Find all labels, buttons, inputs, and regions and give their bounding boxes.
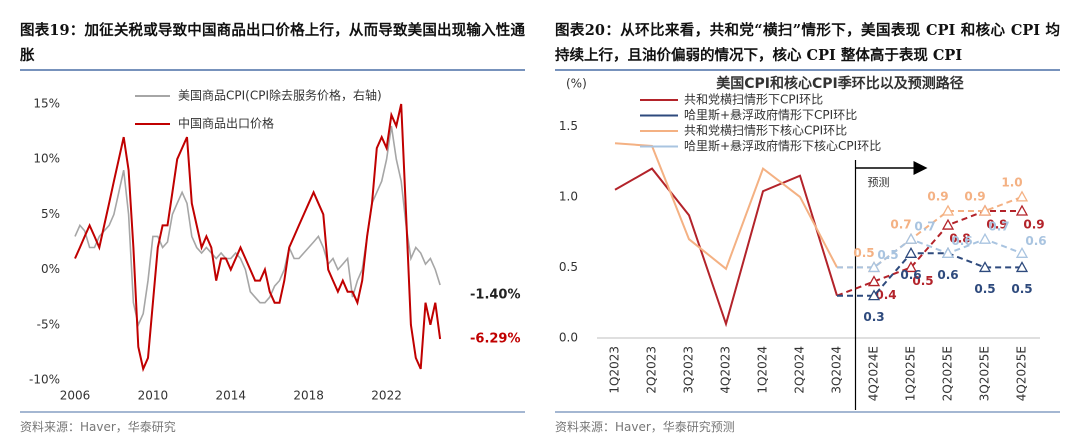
- data-label: 1.0: [1001, 175, 1022, 189]
- data-label: 0.9: [1023, 217, 1044, 231]
- x-tick-label: 2018: [293, 389, 324, 403]
- chart-subtitle: 美国CPI和核心CPI季环比以及预测路径: [716, 75, 964, 92]
- x-tick-label: 2022: [371, 389, 402, 403]
- x-tick-label: 1Q2024: [756, 346, 770, 394]
- x-tick-label: 2010: [138, 389, 169, 403]
- legend-label: 哈里斯+悬浮政府情形下CPI环比: [684, 107, 857, 122]
- data-label: 0.4: [875, 288, 896, 302]
- data-label: 0.7: [890, 218, 911, 232]
- y-tick-label: 0.0: [559, 331, 578, 345]
- data-line: [614, 167, 838, 328]
- data-marker: [867, 275, 881, 287]
- data-marker: [941, 246, 955, 258]
- x-tick-label: 1Q2023: [608, 346, 622, 394]
- data-label: 0.5: [877, 248, 898, 262]
- data-label: 0.7: [988, 220, 1009, 234]
- data-marker: [978, 232, 992, 244]
- data-label: 0.9: [986, 217, 1007, 231]
- x-tick-label: 3Q2025E: [978, 346, 992, 401]
- data-label: 0.5: [912, 274, 933, 288]
- forecast-arrowhead: [913, 161, 928, 175]
- data-marker: [904, 261, 918, 273]
- data-line: [837, 238, 1023, 269]
- end-label: -6.29%: [470, 332, 521, 347]
- data-label: 0.7: [914, 220, 935, 234]
- y-tick-label: 5%: [41, 207, 60, 221]
- data-marker: [904, 232, 918, 244]
- legend-label: 哈里斯+悬浮政府情形下核心CPI环比: [684, 138, 881, 153]
- y-tick-label: -5%: [37, 317, 60, 331]
- y-tick-label: 15%: [33, 96, 60, 110]
- data-marker: [904, 246, 918, 258]
- data-line: [836, 210, 1022, 297]
- legend-label: 中国商品出口价格: [178, 116, 274, 131]
- data-marker: [1015, 246, 1029, 258]
- data-marker: [941, 204, 955, 216]
- x-tick-label: 2Q2024: [793, 346, 807, 394]
- legend-label: 美国商品CPI(CPI除去服务价格，右轴): [178, 88, 382, 103]
- data-marker: [1015, 190, 1029, 202]
- legend-label: 共和党横扫情形下核心CPI环比: [684, 123, 847, 138]
- y-tick-label: 0%: [41, 262, 60, 276]
- data-marker: [978, 261, 992, 273]
- source: 资料来源：Haver，华泰研究预测: [555, 420, 735, 434]
- data-marker: [941, 218, 955, 230]
- data-line: [837, 252, 1022, 297]
- x-tick-label: 2006: [60, 389, 91, 403]
- x-tick-label: 3Q2024: [830, 346, 844, 394]
- y-tick-label: 1.5: [559, 119, 578, 133]
- data-marker: [867, 261, 881, 273]
- data-label: 0.6: [951, 234, 972, 248]
- y-tick-label: 1.0: [559, 189, 578, 203]
- data-label: 0.6: [937, 268, 958, 282]
- data-label: 0.5: [974, 282, 995, 296]
- x-tick-label: 4Q2023: [719, 346, 733, 394]
- x-tick-label: 1Q2025E: [904, 346, 918, 401]
- chart-title: 图表19：加征关税或导致中国商品出口价格上行，从而导致美国出现输入性通胀: [20, 22, 525, 64]
- data-label: 0.9: [927, 189, 948, 203]
- data-label: 0.6: [900, 268, 921, 282]
- x-tick-label: 2Q2025E: [941, 346, 955, 401]
- data-label: 0.9: [964, 189, 985, 203]
- y-axis-label: (%): [566, 77, 587, 91]
- data-label: 0.3: [863, 310, 884, 324]
- data-label: 0.8: [949, 232, 970, 246]
- x-tick-label: 2014: [216, 389, 247, 403]
- data-line: [74, 125, 441, 328]
- legend-label: 共和党横扫情形下CPI环比: [684, 92, 823, 107]
- data-label: 0.5: [853, 246, 874, 260]
- end-label: -1.40%: [470, 288, 521, 303]
- data-line: [614, 142, 838, 271]
- y-tick-label: 10%: [33, 152, 60, 166]
- data-label: 0.5: [1011, 282, 1032, 296]
- x-tick-label: 4Q2024E: [867, 346, 881, 401]
- data-marker: [978, 204, 992, 216]
- source: 资料来源：Haver，华泰研究: [20, 420, 176, 434]
- data-marker: [867, 289, 881, 301]
- annotation: 预测: [868, 176, 890, 189]
- x-tick-label: 3Q2023: [682, 346, 696, 394]
- data-marker: [1015, 204, 1029, 216]
- chart-title: 图表20：从环比来看，共和党“横扫”情形下，美国表现 CPI 和核心 CPI 均…: [555, 22, 1060, 64]
- data-marker: [1015, 261, 1029, 273]
- y-tick-label: -10%: [29, 372, 60, 386]
- data-label: 0.6: [1025, 234, 1046, 248]
- x-tick-label: 4Q2025E: [1015, 346, 1029, 401]
- x-tick-label: 2Q2023: [645, 346, 659, 394]
- data-line: [74, 103, 442, 373]
- y-tick-label: 0.5: [559, 260, 578, 274]
